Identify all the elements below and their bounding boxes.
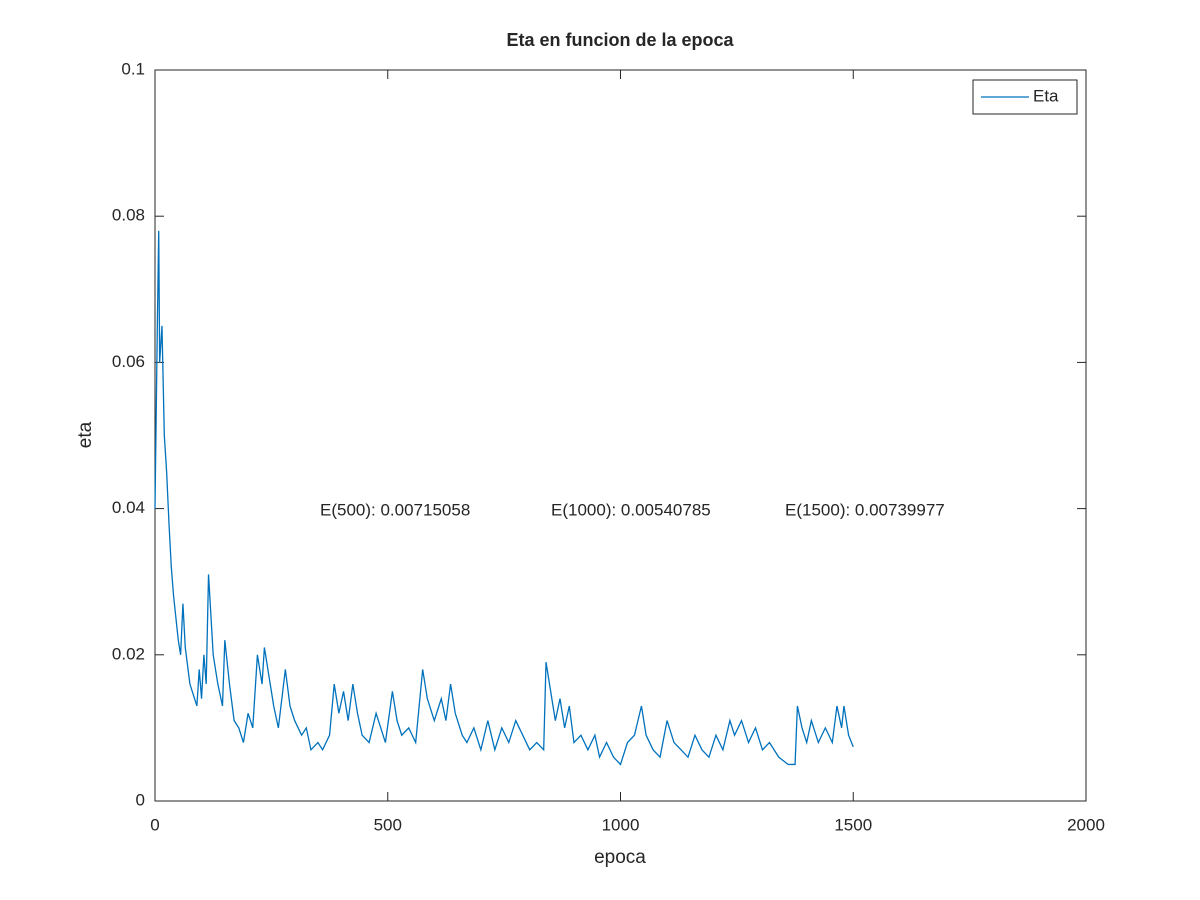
x-axis-label: epoca xyxy=(594,847,646,868)
annotation: E(1500): 0.00739977 xyxy=(785,500,945,519)
y-tick-label: 0.1 xyxy=(121,59,145,78)
y-tick-label: 0.04 xyxy=(112,498,145,517)
x-tick-label: 1500 xyxy=(834,815,872,834)
x-tick-label: 500 xyxy=(374,815,402,834)
y-tick-label: 0.02 xyxy=(112,644,145,663)
chart-title: Eta en funcion de la epoca xyxy=(506,30,734,50)
legend-label: Eta xyxy=(1033,86,1059,105)
y-axis-label: eta xyxy=(75,421,96,448)
y-tick-label: 0.08 xyxy=(112,206,145,225)
x-tick-label: 2000 xyxy=(1067,815,1105,834)
annotation: E(1000): 0.00540785 xyxy=(551,500,711,519)
data-line xyxy=(154,230,854,766)
annotation: E(500): 0.00715058 xyxy=(320,500,470,519)
y-tick-label: 0.06 xyxy=(112,352,145,371)
y-tick-label: 0 xyxy=(136,790,145,809)
plot-area xyxy=(154,69,1087,802)
x-tick-label: 0 xyxy=(150,815,159,834)
x-tick-label: 1000 xyxy=(602,815,640,834)
